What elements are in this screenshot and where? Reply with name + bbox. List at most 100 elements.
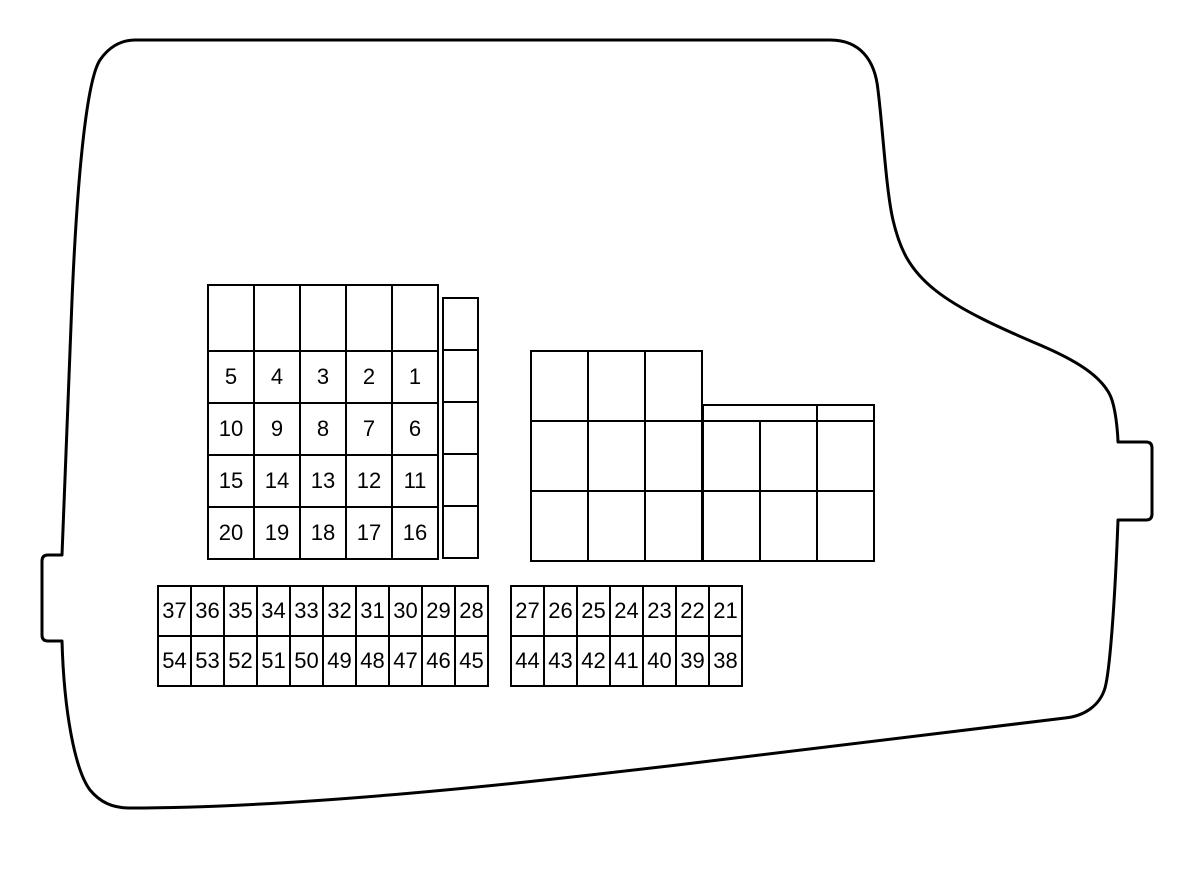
fuse-23-label: 23 (647, 598, 671, 624)
fuse-26: 26 (543, 585, 578, 637)
relay-a-1-2 (644, 420, 703, 492)
fuse-43: 43 (543, 635, 578, 687)
fuse-25: 25 (576, 585, 611, 637)
relay-c-0-0 (816, 420, 875, 492)
fuse-28-label: 28 (459, 598, 483, 624)
fuse-14: 14 (253, 454, 301, 508)
fuse-6-label: 6 (409, 416, 421, 442)
relay-b-0-1 (759, 420, 818, 492)
fuse-47: 47 (388, 635, 423, 687)
fuse-8: 8 (299, 402, 347, 456)
fuse-27-label: 27 (515, 598, 539, 624)
relay-a-0-0 (530, 350, 589, 422)
fuse-51-label: 51 (261, 648, 285, 674)
fuse-50: 50 (289, 635, 324, 687)
fuse-38: 38 (708, 635, 743, 687)
fuse-5: 5 (207, 350, 255, 404)
top-unlabeled-4 (391, 284, 439, 352)
fuse-43-label: 43 (548, 648, 572, 674)
relay-a-2-1 (587, 490, 646, 562)
fuse-26-label: 26 (548, 598, 572, 624)
fuse-12: 12 (345, 454, 393, 508)
fuse-48-label: 48 (360, 648, 384, 674)
fuse-18-label: 18 (311, 520, 335, 546)
fuse-40-label: 40 (647, 648, 671, 674)
fuse-32-label: 32 (327, 598, 351, 624)
fuse-9-label: 9 (271, 416, 283, 442)
fuse-5-label: 5 (225, 364, 237, 390)
fuse-52-label: 52 (228, 648, 252, 674)
fuse-3: 3 (299, 350, 347, 404)
fuse-30: 30 (388, 585, 423, 637)
fuse-41: 41 (609, 635, 644, 687)
fuse-39-label: 39 (680, 648, 704, 674)
fuse-6: 6 (391, 402, 439, 456)
top-unlabeled-1 (253, 284, 301, 352)
fuse-4-label: 4 (271, 364, 283, 390)
fuse-13: 13 (299, 454, 347, 508)
fuse-34-label: 34 (261, 598, 285, 624)
fuse-45: 45 (454, 635, 489, 687)
relay-b-0-0 (702, 420, 761, 492)
fuse-34: 34 (256, 585, 291, 637)
top-unlabeled-0 (207, 284, 255, 352)
fuse-16: 16 (391, 506, 439, 560)
fuse-16-label: 16 (403, 520, 427, 546)
fuse-17-label: 17 (357, 520, 381, 546)
fuse-31: 31 (355, 585, 390, 637)
fuse-45-label: 45 (459, 648, 483, 674)
relay-a-0-2 (644, 350, 703, 422)
fuse-9: 9 (253, 402, 301, 456)
fuse-28: 28 (454, 585, 489, 637)
side-slot-2 (442, 401, 479, 455)
fuse-54-label: 54 (162, 648, 186, 674)
fuse-1-label: 1 (409, 364, 421, 390)
fuse-7: 7 (345, 402, 393, 456)
fuse-48: 48 (355, 635, 390, 687)
fuse-15-label: 15 (219, 468, 243, 494)
fuse-21-label: 21 (713, 598, 737, 624)
fuse-36: 36 (190, 585, 225, 637)
fuse-35-label: 35 (228, 598, 252, 624)
fuse-37: 37 (157, 585, 192, 637)
fuse-44: 44 (510, 635, 545, 687)
fuse-46: 46 (421, 635, 456, 687)
fuse-37-label: 37 (162, 598, 186, 624)
fuse-31-label: 31 (360, 598, 384, 624)
fuse-29: 29 (421, 585, 456, 637)
fuse-53-label: 53 (195, 648, 219, 674)
fuse-13-label: 13 (311, 468, 335, 494)
fuse-14-label: 14 (265, 468, 289, 494)
fuse-33: 33 (289, 585, 324, 637)
fuse-11: 11 (391, 454, 439, 508)
fuse-1: 1 (391, 350, 439, 404)
fuse-19: 19 (253, 506, 301, 560)
fuse-42-label: 42 (581, 648, 605, 674)
fuse-41-label: 41 (614, 648, 638, 674)
fuse-15: 15 (207, 454, 255, 508)
fuse-17: 17 (345, 506, 393, 560)
fuse-22-label: 22 (680, 598, 704, 624)
fuse-12-label: 12 (357, 468, 381, 494)
fuse-47-label: 47 (393, 648, 417, 674)
side-slot-0 (442, 297, 479, 351)
fuse-53: 53 (190, 635, 225, 687)
fuse-19-label: 19 (265, 520, 289, 546)
fuse-7-label: 7 (363, 416, 375, 442)
fuse-46-label: 46 (426, 648, 450, 674)
side-slot-4 (442, 505, 479, 559)
top-unlabeled-3 (345, 284, 393, 352)
fuse-21: 21 (708, 585, 743, 637)
fuse-2-label: 2 (363, 364, 375, 390)
fuse-52: 52 (223, 635, 258, 687)
fuse-39: 39 (675, 635, 710, 687)
fuse-50-label: 50 (294, 648, 318, 674)
side-slot-3 (442, 453, 479, 507)
fuse-30-label: 30 (393, 598, 417, 624)
fuse-40: 40 (642, 635, 677, 687)
fuse-38-label: 38 (713, 648, 737, 674)
relay-a-2-2 (644, 490, 703, 562)
relay-b-1-0 (702, 490, 761, 562)
fuse-35: 35 (223, 585, 258, 637)
side-slot-1 (442, 349, 479, 403)
